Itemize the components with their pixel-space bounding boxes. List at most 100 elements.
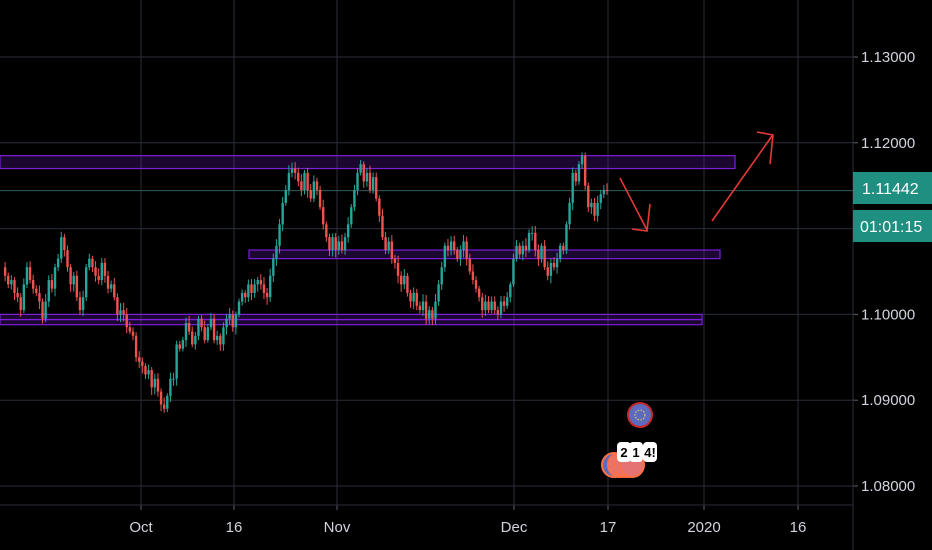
- candle-body: [371, 177, 375, 190]
- candle-body: [69, 267, 72, 285]
- candle-body: [25, 267, 29, 285]
- candle-body: [212, 318, 216, 341]
- time-tick-label: Oct: [129, 519, 153, 536]
- time-tick-label: 16: [790, 519, 807, 536]
- candle-body: [590, 202, 593, 208]
- price-zone: [0, 318, 703, 326]
- candle-body: [384, 237, 387, 251]
- candle-body: [234, 314, 238, 328]
- candle-body: [300, 181, 303, 190]
- candle-body: [340, 241, 344, 251]
- candle-body: [449, 241, 453, 251]
- event-count-badge[interactable]: 4!: [643, 442, 657, 462]
- event-count-label: 2: [620, 445, 627, 460]
- price-zone: [0, 155, 736, 170]
- candle-body: [113, 284, 116, 298]
- last-price-tag: 1.11442: [853, 172, 932, 204]
- candle-body: [169, 378, 172, 396]
- candle-body: [88, 258, 91, 268]
- candle-body: [437, 284, 440, 302]
- price-tick-label: 1.09000: [861, 392, 915, 409]
- candle-body: [418, 305, 422, 311]
- up-arrow-head: [756, 131, 774, 165]
- event-count-badge[interactable]: 1: [629, 442, 643, 462]
- candle-body: [421, 301, 425, 311]
- candle-body: [147, 370, 150, 375]
- candle-body: [194, 335, 197, 345]
- candle-body: [546, 267, 549, 276]
- candle-body: [530, 232, 534, 234]
- candle-body: [237, 301, 241, 315]
- candle-body: [356, 172, 359, 190]
- time-tick-label: 17: [600, 519, 617, 536]
- down-arrow-line: [619, 177, 648, 231]
- candle-body: [187, 322, 191, 332]
- candle-body: [175, 344, 178, 379]
- candle-body: [181, 340, 185, 349]
- candle-body: [219, 335, 222, 345]
- candle-body: [215, 335, 219, 341]
- candle-body: [506, 297, 509, 306]
- candle-body: [47, 280, 50, 302]
- candle-body: [605, 189, 609, 191]
- candle-body: [128, 327, 132, 332]
- candle-body: [549, 262, 553, 276]
- candle-body: [10, 280, 13, 285]
- candle-body: [512, 258, 515, 285]
- candle-body: [459, 250, 462, 259]
- candle-body: [13, 280, 16, 293]
- event-flag-icon[interactable]: [627, 402, 653, 428]
- candle-body: [315, 181, 319, 190]
- candle-body: [462, 241, 465, 251]
- candle-body: [390, 241, 394, 259]
- candle-body: [537, 250, 540, 259]
- grid: [0, 0, 853, 505]
- candle-body: [515, 245, 518, 259]
- candle-body: [119, 310, 122, 315]
- candle-body: [465, 241, 468, 259]
- candle-body: [424, 301, 428, 319]
- candle-body: [599, 194, 602, 203]
- candle-body: [265, 292, 269, 298]
- candle-body: [103, 262, 107, 276]
- candle-body: [534, 232, 537, 251]
- economic-events: 2 1 4!: [601, 402, 657, 478]
- candle-body: [375, 177, 378, 199]
- candle-body: [596, 202, 599, 216]
- candle-body: [381, 215, 384, 238]
- forecast-arrows: [619, 131, 774, 232]
- candle-body: [306, 172, 309, 190]
- candle-body: [134, 335, 138, 358]
- candle-body: [166, 395, 169, 409]
- candle-body: [399, 275, 403, 285]
- candle-body: [50, 280, 54, 289]
- candle-body: [365, 172, 369, 182]
- countdown-label: 01:01:15: [860, 219, 922, 236]
- candle-body: [587, 185, 590, 208]
- candle-body: [281, 202, 284, 225]
- candle-body: [78, 297, 82, 311]
- candle-body: [456, 250, 459, 259]
- candle-body: [44, 301, 47, 319]
- candle-body: [268, 275, 272, 298]
- candle-body: [141, 361, 144, 366]
- candle-body: [200, 318, 203, 328]
- candle-body: [197, 318, 200, 336]
- candle-body: [487, 301, 490, 311]
- candle-body: [19, 297, 22, 311]
- candle-body: [446, 245, 450, 251]
- up-arrow-line: [711, 135, 773, 222]
- candle-body: [524, 245, 528, 251]
- candle-body: [328, 237, 331, 251]
- candle-body: [150, 370, 153, 388]
- candle-body: [353, 189, 356, 208]
- candle-body: [91, 258, 94, 268]
- candle-body: [481, 297, 484, 311]
- candle-body: [602, 189, 606, 195]
- event-count-badge[interactable]: 2: [617, 442, 631, 462]
- candle-body: [477, 288, 481, 298]
- event-count-label: 1: [632, 445, 639, 460]
- candle-body: [109, 284, 113, 289]
- candle-body: [540, 245, 543, 259]
